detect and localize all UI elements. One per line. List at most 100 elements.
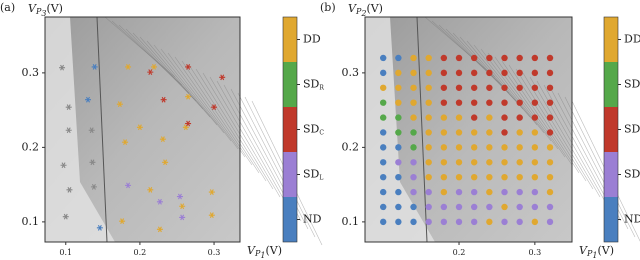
grid-dot: [440, 173, 448, 181]
grid-dot: [455, 173, 463, 181]
texture-line: [202, 72, 274, 190]
category-base: SD: [303, 78, 320, 91]
texture-line: [195, 68, 267, 182]
colorbar-label: SDL: [624, 168, 640, 182]
grid-dot: [516, 114, 523, 121]
grid-dot: [440, 99, 448, 106]
grid-dot: [395, 173, 402, 181]
grid-dot: [455, 129, 463, 136]
grid-dot: [531, 114, 539, 121]
y-tick-label: 0.3: [22, 66, 40, 79]
grid-dot: [546, 99, 554, 106]
grid-dot: [516, 129, 523, 136]
star-marker: [219, 74, 226, 81]
y-tick-label: 0.3: [342, 66, 360, 79]
label-unit: (V): [46, 2, 63, 15]
grid-dot: [501, 159, 508, 166]
y-tick-label: 0.2: [342, 140, 360, 153]
y-tick-label: 0.1: [22, 215, 40, 228]
transition-line: [96, 16, 108, 243]
colorbar-segment: [604, 17, 618, 62]
grid-dot: [486, 84, 493, 91]
grid-dot: [531, 188, 539, 196]
category-base: ND: [624, 213, 640, 226]
grid-dot: [410, 218, 417, 226]
grid-dot: [395, 203, 402, 211]
colorbar-label: SDR: [303, 78, 324, 92]
texture-line: [174, 56, 246, 158]
grid-dot: [516, 159, 523, 166]
star-marker: [60, 162, 67, 169]
star-marker: [85, 96, 92, 103]
colorbar-label: ND: [624, 213, 640, 226]
colorbar-segment: [604, 197, 618, 242]
star-marker: [156, 198, 163, 205]
grid-dot: [516, 54, 523, 62]
grid-dot: [486, 54, 493, 62]
colorbar-frame: [603, 16, 619, 243]
grid-dot: [425, 114, 432, 121]
grid-dot: [425, 54, 432, 62]
star-marker: [162, 159, 169, 166]
grid-dot: [501, 188, 508, 196]
axis-label: VP3(V): [28, 2, 63, 18]
category-sub: C: [319, 129, 324, 136]
label-subsub: 3: [41, 9, 46, 18]
grid-dot: [379, 129, 387, 136]
panel-label: (b): [320, 1, 336, 14]
grid-dot: [470, 188, 478, 196]
grid-dot: [425, 173, 432, 181]
grid-dot: [410, 84, 417, 91]
grid-dot: [425, 218, 432, 226]
grid-dot: [410, 188, 417, 196]
grid-dot: [455, 203, 463, 211]
grid-dot: [470, 144, 478, 151]
grid-dot: [486, 69, 493, 77]
grid-dot: [501, 173, 508, 181]
label-subsub: 1: [260, 251, 265, 260]
grid-dot: [501, 129, 508, 136]
star-marker: [65, 127, 72, 134]
grid-dot: [379, 114, 387, 121]
grid-dot: [395, 99, 402, 106]
grid-dot: [379, 84, 387, 91]
grid-dot: [486, 173, 493, 181]
grid-dot: [486, 99, 493, 106]
grid-dot: [379, 188, 387, 196]
grid-dot: [440, 144, 448, 151]
grid-dot: [516, 218, 523, 226]
grid-dot: [516, 84, 523, 91]
star-marker: [96, 224, 103, 231]
texture-line: [529, 76, 601, 198]
grid-dot: [470, 159, 478, 166]
texture-line: [160, 48, 232, 142]
label-sub: P: [355, 7, 362, 16]
label-base: V: [348, 2, 357, 15]
texture-line: [139, 36, 211, 118]
grid-dot: [395, 218, 402, 226]
grid-dot: [410, 54, 417, 62]
texture-line: [216, 80, 288, 206]
star-marker: [208, 189, 215, 195]
label-base: V: [28, 2, 37, 15]
grid-dot: [501, 144, 508, 151]
category-base: SD: [624, 123, 640, 136]
star-marker: [150, 64, 157, 70]
label-unit: (V): [366, 2, 383, 15]
label-subsub: 1: [592, 251, 597, 260]
texture-line: [132, 32, 204, 110]
texture-line: [508, 64, 580, 174]
colorbar-label: DD: [303, 33, 321, 46]
grid-dot: [379, 218, 387, 226]
grid-dot: [379, 54, 387, 62]
grid-dot: [410, 129, 417, 136]
grid-dot: [546, 54, 554, 62]
colorbar-label: SDC: [624, 123, 640, 137]
star-marker: [156, 226, 163, 233]
axis-label: VP1(V): [247, 244, 282, 260]
star-marker: [179, 203, 186, 210]
grid-dot: [486, 159, 493, 166]
grid-dot: [531, 173, 539, 181]
grid-dot: [470, 84, 478, 91]
y-tick-label: 0.2: [22, 140, 40, 153]
